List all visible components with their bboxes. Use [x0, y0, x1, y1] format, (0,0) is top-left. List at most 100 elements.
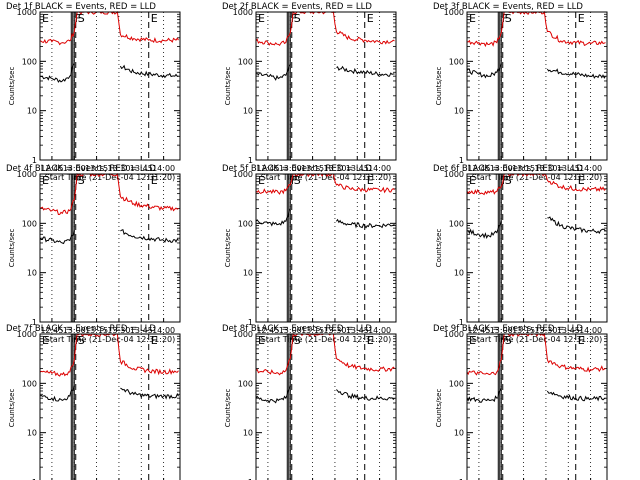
- chart-title: Det 5f BLACK = Events, RED = LLD: [222, 164, 372, 174]
- x-tick-label: 14:00: [579, 164, 602, 173]
- y-tick-label: 1000: [17, 170, 37, 179]
- chart-title: Det 7f BLACK = Events, RED = LLD: [6, 324, 156, 334]
- y-tick-label: 1: [248, 156, 253, 165]
- events-series-line: [546, 68, 606, 79]
- x-tick-label: 13:30: [534, 164, 557, 173]
- x-tick-label: 13:00: [279, 326, 302, 335]
- y-tick-label: 100: [22, 219, 37, 228]
- y-tick-label: 1: [32, 478, 37, 480]
- events-series-line: [255, 385, 291, 404]
- y-axis-label: Counts/sec: [8, 389, 16, 428]
- events-series-line: [466, 221, 502, 239]
- events-series-line: [546, 390, 606, 402]
- y-tick-label: 100: [449, 379, 464, 388]
- marker-label: F: [502, 174, 508, 187]
- marker-label: E: [42, 12, 49, 25]
- plot-frame: [466, 11, 608, 161]
- marker-label: S: [78, 334, 85, 347]
- y-tick-label: 1000: [444, 8, 464, 17]
- marker-label: E: [258, 12, 265, 25]
- marker-label: S: [78, 174, 85, 187]
- marker-label: S: [78, 12, 85, 25]
- y-axis-label: Counts/sec: [435, 67, 443, 106]
- x-tick-label: 12:45: [40, 326, 63, 335]
- y-tick-label: 1: [459, 156, 464, 165]
- x-axis-label: Start Time (21-Dec-04 12:31:20): [261, 173, 392, 182]
- x-tick-label: 13:45: [557, 326, 580, 335]
- marker-label: F: [75, 12, 81, 25]
- x-tick-label: 13:15: [85, 164, 108, 173]
- marker-label: S: [505, 174, 512, 187]
- marker-label: E: [469, 174, 476, 187]
- y-tick-label: 100: [22, 379, 37, 388]
- x-tick-label: 14:00: [152, 326, 175, 335]
- marker-label: F: [502, 12, 508, 25]
- events-series-line: [255, 64, 291, 81]
- y-tick-label: 1000: [444, 330, 464, 339]
- events-series-line: [39, 63, 75, 83]
- marker-label: S: [505, 334, 512, 347]
- y-tick-label: 1: [248, 478, 253, 480]
- marker-label: E: [42, 334, 49, 347]
- x-tick-label: 13:30: [323, 326, 346, 335]
- chart-panel: Det 7f BLACK = Events, RED = LLDEFSE12:4…: [6, 324, 181, 480]
- marker-label: E: [151, 174, 158, 187]
- x-tick-label: 14:00: [152, 164, 175, 173]
- marker-label: E: [258, 334, 265, 347]
- y-tick-label: 10: [243, 429, 253, 438]
- chart-title: Det 6f BLACK = Events, RED = LLD: [433, 164, 583, 174]
- x-tick-label: 13:30: [107, 326, 130, 335]
- marker-label: E: [367, 334, 374, 347]
- plot-frame: [39, 333, 181, 480]
- events-series-line: [39, 385, 75, 402]
- x-tick-label: 12:45: [467, 164, 490, 173]
- x-tick-label: 13:45: [130, 326, 153, 335]
- marker-label: F: [291, 334, 297, 347]
- marker-label: S: [294, 12, 301, 25]
- y-tick-label: 100: [449, 57, 464, 66]
- x-tick-label: 12:45: [256, 164, 279, 173]
- y-tick-label: 10: [27, 107, 37, 116]
- events-series-line: [255, 208, 291, 227]
- plot-frame: [466, 333, 608, 480]
- chart-title: Det 9f BLACK = Events, RED = LLD: [433, 324, 583, 334]
- x-tick-label: 13:30: [534, 326, 557, 335]
- x-axis-label: Start Time (21-Dec-04 12:31:20): [45, 173, 176, 182]
- marker-label: E: [469, 334, 476, 347]
- chart-title: Det 4f BLACK = Events, RED = LLD: [6, 164, 156, 174]
- y-axis-label: Counts/sec: [224, 389, 232, 428]
- y-axis-label: Counts/sec: [8, 229, 16, 268]
- x-axis-label: Start Time (21-Dec-04 12:31:20): [472, 335, 603, 344]
- x-tick-label: 14:00: [579, 326, 602, 335]
- x-tick-label: 13:15: [512, 326, 535, 335]
- x-tick-label: 13:45: [346, 326, 369, 335]
- y-tick-label: 100: [238, 379, 253, 388]
- marker-label: S: [294, 174, 301, 187]
- y-tick-label: 100: [449, 219, 464, 228]
- x-tick-label: 13:15: [85, 326, 108, 335]
- marker-label: S: [294, 334, 301, 347]
- marker-label: S: [505, 12, 512, 25]
- events-series-line: [466, 63, 502, 79]
- chart-panel: Det 9f BLACK = Events, RED = LLDEFSE12:4…: [433, 324, 608, 480]
- x-tick-label: 13:15: [301, 326, 324, 335]
- plot-frame: [466, 173, 608, 323]
- marker-label: E: [578, 12, 585, 25]
- events-series-line: [120, 229, 179, 244]
- y-tick-label: 1000: [233, 330, 253, 339]
- x-tick-label: 13:45: [130, 164, 153, 173]
- events-series-line: [336, 65, 395, 77]
- marker-label: E: [367, 174, 374, 187]
- y-tick-label: 10: [243, 107, 253, 116]
- events-series-line: [39, 230, 75, 245]
- lld-series-line: [255, 10, 395, 47]
- x-tick-label: 13:30: [107, 164, 130, 173]
- marker-label: E: [469, 12, 476, 25]
- marker-label: E: [578, 334, 585, 347]
- y-tick-label: 1000: [233, 170, 253, 179]
- y-tick-label: 1000: [17, 8, 37, 17]
